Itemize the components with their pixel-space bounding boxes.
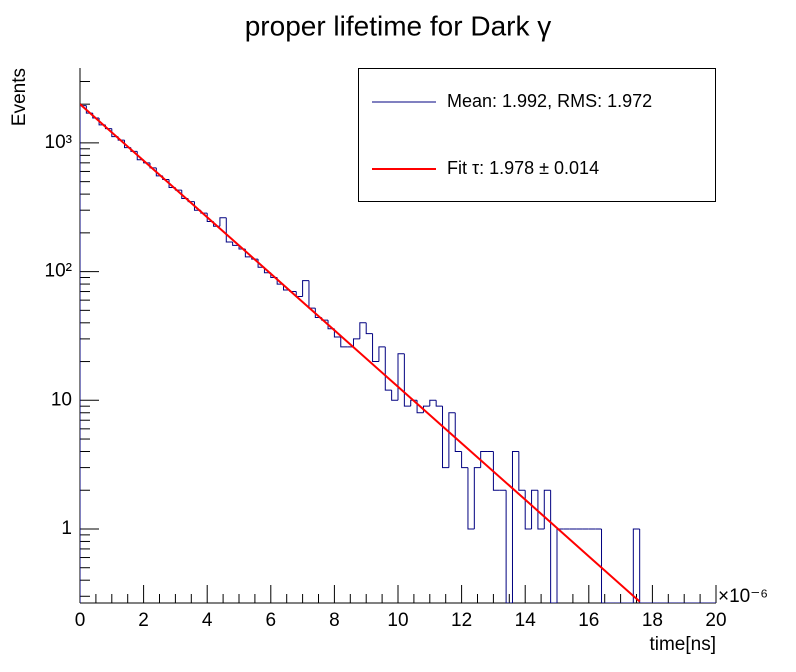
histogram-bin [537, 490, 545, 530]
histogram-bin [384, 346, 392, 391]
histogram-bin [492, 451, 500, 491]
histogram [80, 103, 716, 603]
histogram-bin [454, 412, 462, 453]
legend-box [358, 68, 716, 202]
y-tick-label: 10² [45, 261, 72, 282]
x-tick-label: 14 [515, 610, 537, 631]
histogram-bin [601, 528, 608, 603]
histogram-bin [378, 346, 386, 362]
histogram-bin [302, 280, 309, 297]
x-tick-label: 10 [387, 610, 408, 631]
histogram-bin [473, 467, 481, 529]
histogram-bin [149, 162, 157, 169]
histogram-bin [225, 217, 233, 243]
histogram-bin [461, 451, 468, 469]
x-tick-label: 18 [642, 610, 663, 631]
histogram-bin [505, 490, 513, 603]
y-tick-label: 1 [61, 518, 72, 539]
histogram-bin [632, 528, 640, 603]
x-tick-label: 6 [266, 610, 277, 631]
histogram-bin [531, 489, 538, 529]
histogram-bin [429, 399, 437, 407]
histogram-bin [219, 217, 227, 227]
y-tick-label: 10 [51, 389, 72, 410]
histogram-bin [403, 353, 411, 407]
histogram-bin [232, 241, 239, 246]
x-axis-exponent: ×10⁻⁶ [718, 586, 768, 607]
histogram-bin [372, 333, 379, 363]
y-tick-label: 10³ [45, 132, 72, 153]
histogram-bin [524, 490, 532, 530]
histogram-bin [518, 451, 526, 491]
histogram-bin [480, 451, 488, 468]
histogram-bin [639, 528, 647, 603]
x-tick-label: 8 [329, 610, 340, 631]
legend-label: Mean: 1.992, RMS: 1.972 [447, 91, 652, 111]
histogram-bin [397, 353, 405, 401]
x-tick-label: 12 [451, 610, 472, 631]
histogram-bin [352, 338, 360, 347]
x-tick-label: 4 [202, 610, 213, 631]
histogram-bin [467, 467, 475, 530]
x-tick-label: 20 [705, 610, 726, 631]
histogram-bin [80, 105, 87, 603]
x-tick-label: 2 [138, 610, 149, 631]
histogram-bin [448, 412, 456, 468]
histogram-bin [550, 490, 557, 603]
fit-line [80, 103, 641, 603]
histogram-bin [359, 322, 367, 339]
x-tick-label: 16 [578, 610, 599, 631]
x-axis-label: time[ns] [649, 634, 716, 655]
histogram-bin [511, 451, 519, 603]
histogram-bin [410, 399, 418, 407]
legend: Mean: 1.992, RMS: 1.972 Fit τ: 1.978 ± 0… [358, 68, 716, 202]
chart-title: proper lifetime for Dark γ [245, 10, 552, 41]
histogram-bin [435, 400, 443, 407]
histogram-bin [340, 337, 348, 348]
x-tick-label: 0 [75, 610, 86, 631]
y-axis-label: Events [9, 68, 30, 126]
histogram-bin [365, 322, 373, 335]
legend-label: Fit τ: 1.978 ± 0.014 [447, 158, 599, 178]
histogram-bin [391, 390, 398, 401]
